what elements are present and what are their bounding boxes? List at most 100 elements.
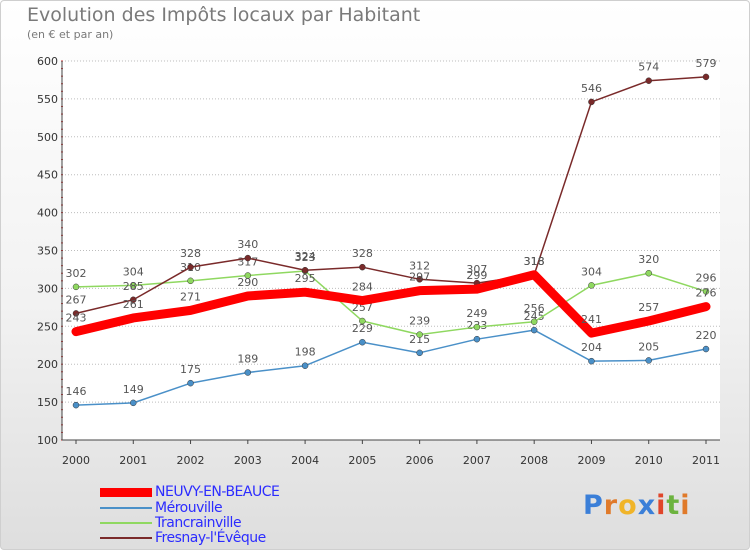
y-tick-label: 400 — [37, 207, 58, 220]
y-tick-label: 350 — [37, 245, 58, 258]
data-label-fresnay-l-v-que: 579 — [696, 57, 717, 70]
data-point-m-rouville — [645, 357, 652, 364]
x-tick-label: 2001 — [119, 454, 147, 467]
x-tick-label: 2010 — [635, 454, 663, 467]
y-tick-label: 100 — [37, 434, 58, 447]
legend-swatch-neuvy — [100, 487, 152, 497]
plot-area — [62, 61, 720, 440]
data-point-m-rouville — [702, 345, 710, 353]
data-point-trancrainville — [244, 272, 252, 279]
data-label-m-rouville: 189 — [237, 353, 258, 366]
data-label-m-rouville: 204 — [581, 341, 602, 354]
data-point-fresnay-l-v-que — [244, 254, 252, 262]
data-point-m-rouville — [301, 362, 309, 369]
data-point-fresnay-l-v-que — [702, 73, 710, 81]
y-tick-label: 250 — [37, 320, 58, 333]
data-label-neuvy-en-beauce: 271 — [180, 290, 201, 303]
series-line-fresnay-l-v-que — [75, 76, 707, 315]
data-label-fresnay-l-v-que: 285 — [123, 280, 144, 293]
x-tick-label: 2003 — [234, 454, 262, 467]
legend-item-trancrainville: Trancrainville — [100, 515, 242, 531]
data-label-neuvy-en-beauce: 257 — [638, 301, 659, 314]
data-point-m-rouville — [530, 326, 538, 334]
y-tick-label: 450 — [37, 169, 58, 182]
series-line-neuvy-en-beauce — [71, 270, 711, 338]
series-line-trancrainville — [75, 270, 707, 336]
data-point-m-rouville — [130, 399, 137, 407]
chart-subtitle: (en € et par an) — [27, 28, 114, 41]
data-point-m-rouville — [187, 379, 194, 387]
logo-letter: r — [603, 490, 619, 521]
data-point-m-rouville — [416, 349, 423, 357]
data-label-neuvy-en-beauce: 241 — [581, 313, 602, 326]
logo-letter: P — [583, 490, 604, 521]
x-tick-label: 2000 — [62, 454, 90, 467]
data-point-trancrainville — [530, 318, 538, 326]
data-label-neuvy-en-beauce: 290 — [237, 276, 258, 289]
legend-label-merouville: Mérouville — [155, 500, 223, 516]
data-point-m-rouville — [359, 338, 366, 346]
x-tick-label: 2009 — [577, 454, 605, 467]
data-label-fresnay-l-v-que: 340 — [237, 238, 258, 251]
data-label-m-rouville: 245 — [524, 310, 545, 323]
data-label-fresnay-l-v-que: 324 — [295, 250, 316, 263]
data-label-fresnay-l-v-que: 312 — [409, 259, 430, 272]
data-label-fresnay-l-v-que: 328 — [180, 247, 201, 260]
x-tick-label: 2006 — [406, 454, 434, 467]
data-point-trancrainville — [187, 277, 194, 285]
data-label-neuvy-en-beauce: 284 — [352, 281, 373, 294]
data-point-fresnay-l-v-que — [301, 266, 309, 274]
data-label-m-rouville: 175 — [180, 363, 201, 376]
series-line-m-rouville — [75, 329, 707, 406]
x-tick-label: 2008 — [520, 454, 548, 467]
data-label-m-rouville: 149 — [123, 383, 144, 396]
logo-letter: o — [618, 490, 638, 521]
legend-label-fresnay: Fresnay-l'Évêque — [155, 530, 266, 546]
data-point-fresnay-l-v-que — [645, 77, 652, 84]
legend-label-neuvy: NEUVY-EN-BEAUCE — [155, 484, 280, 500]
x-tick-label: 2007 — [463, 454, 491, 467]
logo-letter: i — [656, 490, 667, 521]
data-point-fresnay-l-v-que — [72, 310, 80, 317]
data-label-trancrainville: 320 — [638, 253, 659, 266]
legend-swatch-fresnay — [100, 537, 152, 539]
y-tick-label: 600 — [37, 55, 58, 68]
logo-letter: t — [666, 490, 681, 521]
data-point-trancrainville — [645, 269, 652, 277]
data-point-trancrainville — [588, 282, 595, 289]
data-label-m-rouville: 205 — [638, 340, 659, 353]
data-label-trancrainville: 239 — [409, 315, 430, 328]
data-point-trancrainville — [130, 282, 137, 289]
data-label-m-rouville: 215 — [409, 333, 430, 346]
data-point-fresnay-l-v-que — [187, 263, 194, 271]
data-label-fresnay-l-v-que: 328 — [352, 247, 373, 260]
data-point-trancrainville — [702, 288, 710, 295]
data-label-neuvy-en-beauce: 276 — [696, 287, 717, 300]
legend-item-fresnay: Fresnay-l'Évêque — [100, 530, 266, 546]
data-label-fresnay-l-v-que: 318 — [524, 255, 545, 268]
y-tick-label: 300 — [37, 282, 58, 295]
data-label-neuvy-en-beauce: 243 — [66, 312, 87, 325]
data-label-m-rouville: 198 — [295, 346, 316, 359]
y-tick-label: 150 — [37, 396, 58, 409]
legend-label-trancrainville: Trancrainville — [155, 515, 242, 531]
data-point-m-rouville — [244, 369, 252, 376]
data-label-m-rouville: 220 — [696, 329, 717, 342]
data-point-trancrainville — [473, 323, 481, 331]
data-point-trancrainville — [359, 317, 366, 325]
data-label-trancrainville: 256 — [524, 302, 545, 315]
data-point-trancrainville — [416, 331, 423, 338]
x-tick-label: 2011 — [692, 454, 720, 467]
data-label-neuvy-en-beauce: 299 — [466, 269, 487, 282]
data-point-m-rouville — [473, 335, 481, 343]
data-label-trancrainville: 304 — [123, 265, 144, 278]
legend-item-neuvy: NEUVY-EN-BEAUCE — [100, 484, 280, 500]
data-label-fresnay-l-v-que: 546 — [581, 82, 602, 95]
data-label-trancrainville: 323 — [295, 251, 316, 264]
data-label-fresnay-l-v-que: 574 — [638, 61, 659, 74]
legend-swatch-merouville — [100, 507, 152, 509]
data-point-m-rouville — [72, 401, 80, 409]
y-tick-label: 500 — [37, 131, 58, 144]
data-point-fresnay-l-v-que — [359, 263, 366, 271]
